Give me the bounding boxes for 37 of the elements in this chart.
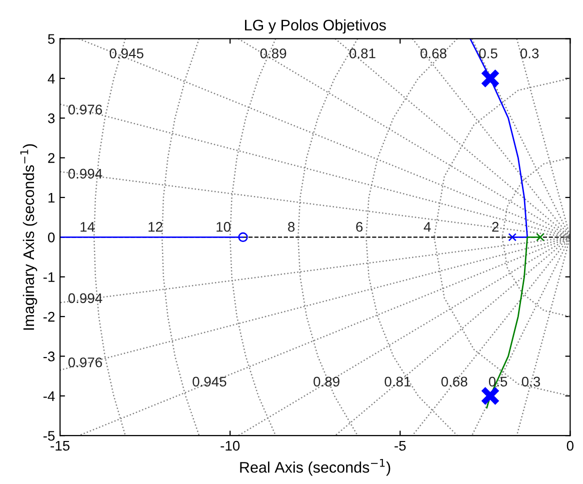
series-label: 0.945 [192, 376, 226, 387]
series-label: 0.3 [520, 48, 539, 58]
text: 0.89 [260, 48, 286, 58]
y-axis-title: Imaginary Axis (seconds$^{−1}$) [20, 144, 38, 330]
y-tick-label: -1 [43, 272, 55, 282]
y-tick-label: -3 [43, 352, 55, 362]
text: 0.945 [110, 48, 144, 58]
text: 0.994 [68, 293, 102, 304]
y-tick-label: 4 [48, 74, 55, 84]
x-tick-label: 0 [566, 440, 574, 451]
y-tick-label: -4 [43, 391, 55, 401]
series-label: 8 [288, 222, 295, 232]
y-tick-label: -2 [43, 312, 54, 322]
x-tick-label: -5 [394, 440, 406, 451]
y-tick-label: -5 [43, 431, 55, 441]
series-label: 0.89 [314, 376, 340, 387]
y-tick-label: 3 [48, 113, 55, 124]
chart-title: LG y Polos Objetivos [245, 19, 386, 34]
series-label: 0.5 [479, 48, 498, 58]
series-label: 14 [80, 222, 95, 232]
series-label: 0.68 [420, 48, 446, 58]
series-label: 0.81 [384, 376, 411, 387]
text: 0.3 [522, 376, 540, 387]
series-label: 12 [148, 222, 162, 232]
y-tick-label: 2 [48, 153, 54, 163]
y-tick-label: 0 [48, 232, 55, 242]
y-tick-label: 5 [48, 34, 55, 44]
series-label: 6 [356, 222, 363, 232]
series-label: 10 [216, 222, 230, 232]
series-label: 2 [492, 222, 499, 232]
x-tick-label: -10 [220, 440, 240, 451]
x-axis-title: Real Axis (seconds$^{−1}$) [240, 458, 390, 476]
text: 0.81 [350, 48, 376, 58]
x-tick-label: -15 [50, 440, 70, 451]
y-tick-label: 1 [48, 192, 55, 203]
series-label: 4 [424, 222, 431, 232]
text: 0.68 [441, 376, 468, 387]
